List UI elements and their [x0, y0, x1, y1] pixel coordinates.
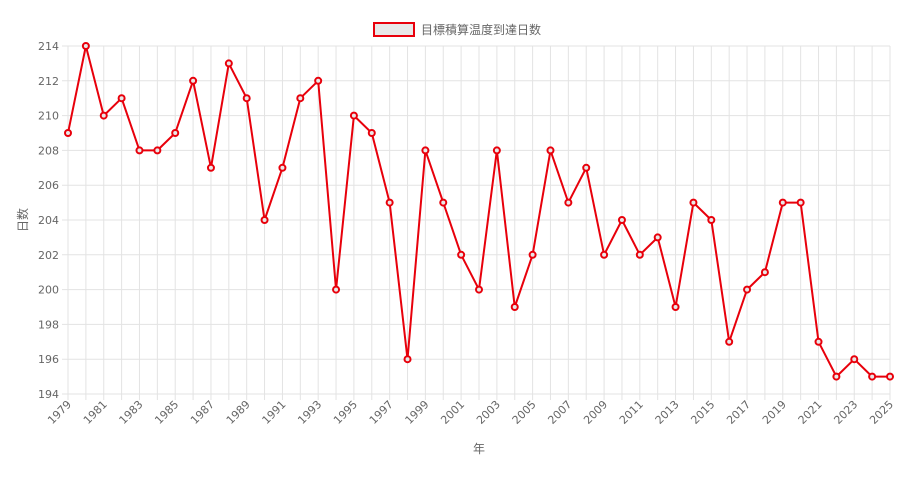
- data-point[interactable]: [242, 94, 251, 103]
- x-tick-label: 2003: [474, 398, 503, 427]
- data-point[interactable]: [260, 216, 269, 224]
- x-tick-label: 1981: [81, 398, 110, 427]
- data-point[interactable]: [886, 372, 894, 381]
- data-point[interactable]: [189, 76, 198, 85]
- y-tick-label: 194: [38, 388, 59, 401]
- data-point[interactable]: [439, 198, 448, 207]
- legend-label[interactable]: 目標積算温度到達日数: [421, 22, 541, 37]
- data-point[interactable]: [475, 285, 483, 294]
- legend[interactable]: 目標積算温度到達日数: [373, 22, 541, 37]
- y-axis-title: 日数: [15, 208, 30, 232]
- data-point[interactable]: [635, 250, 644, 259]
- x-tick-label: 2013: [653, 398, 682, 427]
- legend-swatch[interactable]: [373, 22, 415, 37]
- data-point[interactable]: [64, 129, 72, 137]
- data-point[interactable]: [778, 198, 787, 207]
- data-point[interactable]: [153, 146, 162, 155]
- x-tick-label: 2017: [724, 398, 753, 427]
- data-point[interactable]: [99, 111, 108, 120]
- x-tick-label: 2023: [831, 398, 860, 427]
- data-point[interactable]: [528, 250, 537, 259]
- x-tick-label: 1999: [403, 398, 432, 427]
- data-point[interactable]: [546, 146, 555, 155]
- data-point[interactable]: [653, 233, 662, 242]
- x-axis-title: 年: [473, 442, 485, 456]
- data-point[interactable]: [725, 337, 734, 346]
- y-tick-label: 198: [38, 318, 59, 331]
- x-tick-label: 1983: [117, 398, 146, 427]
- data-point[interactable]: [403, 355, 412, 364]
- data-point[interactable]: [564, 198, 573, 207]
- data-point[interactable]: [296, 94, 305, 103]
- data-point[interactable]: [760, 268, 769, 277]
- x-tick-label: 1995: [331, 398, 360, 427]
- data-point[interactable]: [278, 163, 287, 172]
- data-point[interactable]: [689, 198, 698, 207]
- x-tick-label: 1987: [188, 398, 217, 427]
- data-point[interactable]: [868, 372, 877, 381]
- data-point[interactable]: [832, 372, 841, 381]
- x-tick-label: 2019: [760, 398, 789, 427]
- x-tick-label: 2001: [438, 398, 467, 427]
- data-point[interactable]: [457, 250, 466, 259]
- data-point[interactable]: [81, 42, 90, 50]
- data-point[interactable]: [492, 146, 501, 155]
- x-tick-label: 1989: [224, 398, 253, 427]
- data-point[interactable]: [796, 198, 805, 207]
- y-tick-label: 210: [38, 110, 59, 123]
- y-tick-label: 202: [38, 249, 59, 262]
- data-point[interactable]: [135, 146, 144, 155]
- x-tick-label: 2025: [867, 398, 896, 427]
- data-point[interactable]: [617, 216, 626, 224]
- data-point[interactable]: [671, 303, 680, 311]
- x-tick-label: 1985: [152, 398, 181, 427]
- data-point[interactable]: [224, 59, 233, 68]
- data-point[interactable]: [117, 94, 126, 103]
- x-tick-label: 2011: [617, 398, 646, 427]
- data-point[interactable]: [314, 76, 323, 85]
- x-tick-label: 2015: [688, 398, 717, 427]
- y-tick-label: 214: [38, 40, 59, 53]
- x-tick-label: 1993: [295, 398, 324, 427]
- data-point[interactable]: [385, 198, 394, 207]
- x-tick-label: 2007: [545, 398, 574, 427]
- grid: [62, 45, 891, 400]
- data-point[interactable]: [814, 337, 823, 346]
- data-point[interactable]: [349, 111, 358, 120]
- data-point[interactable]: [206, 163, 215, 172]
- data-point[interactable]: [510, 303, 519, 311]
- y-tick-label: 196: [38, 353, 59, 366]
- x-tick-label: 2005: [510, 398, 539, 427]
- x-tick-label: 2009: [581, 398, 610, 427]
- x-tick-label: 2021: [796, 398, 825, 427]
- data-point[interactable]: [600, 250, 609, 259]
- y-tick-label: 204: [38, 214, 59, 227]
- x-tick-label: 1991: [260, 398, 289, 427]
- data-point[interactable]: [367, 129, 376, 137]
- data-point[interactable]: [850, 355, 859, 364]
- y-tick-label: 208: [38, 144, 59, 157]
- data-point[interactable]: [707, 216, 716, 224]
- y-tick-label: 206: [38, 179, 59, 192]
- series: [64, 42, 894, 381]
- x-tick-label: 1979: [45, 398, 74, 427]
- data-point[interactable]: [743, 285, 752, 294]
- data-point[interactable]: [332, 285, 341, 294]
- y-tick-label: 200: [38, 284, 59, 297]
- data-point[interactable]: [421, 146, 430, 155]
- x-tick-label: 1997: [367, 398, 396, 427]
- data-point[interactable]: [582, 163, 591, 172]
- data-point[interactable]: [171, 129, 180, 137]
- y-tick-label: 212: [38, 75, 59, 88]
